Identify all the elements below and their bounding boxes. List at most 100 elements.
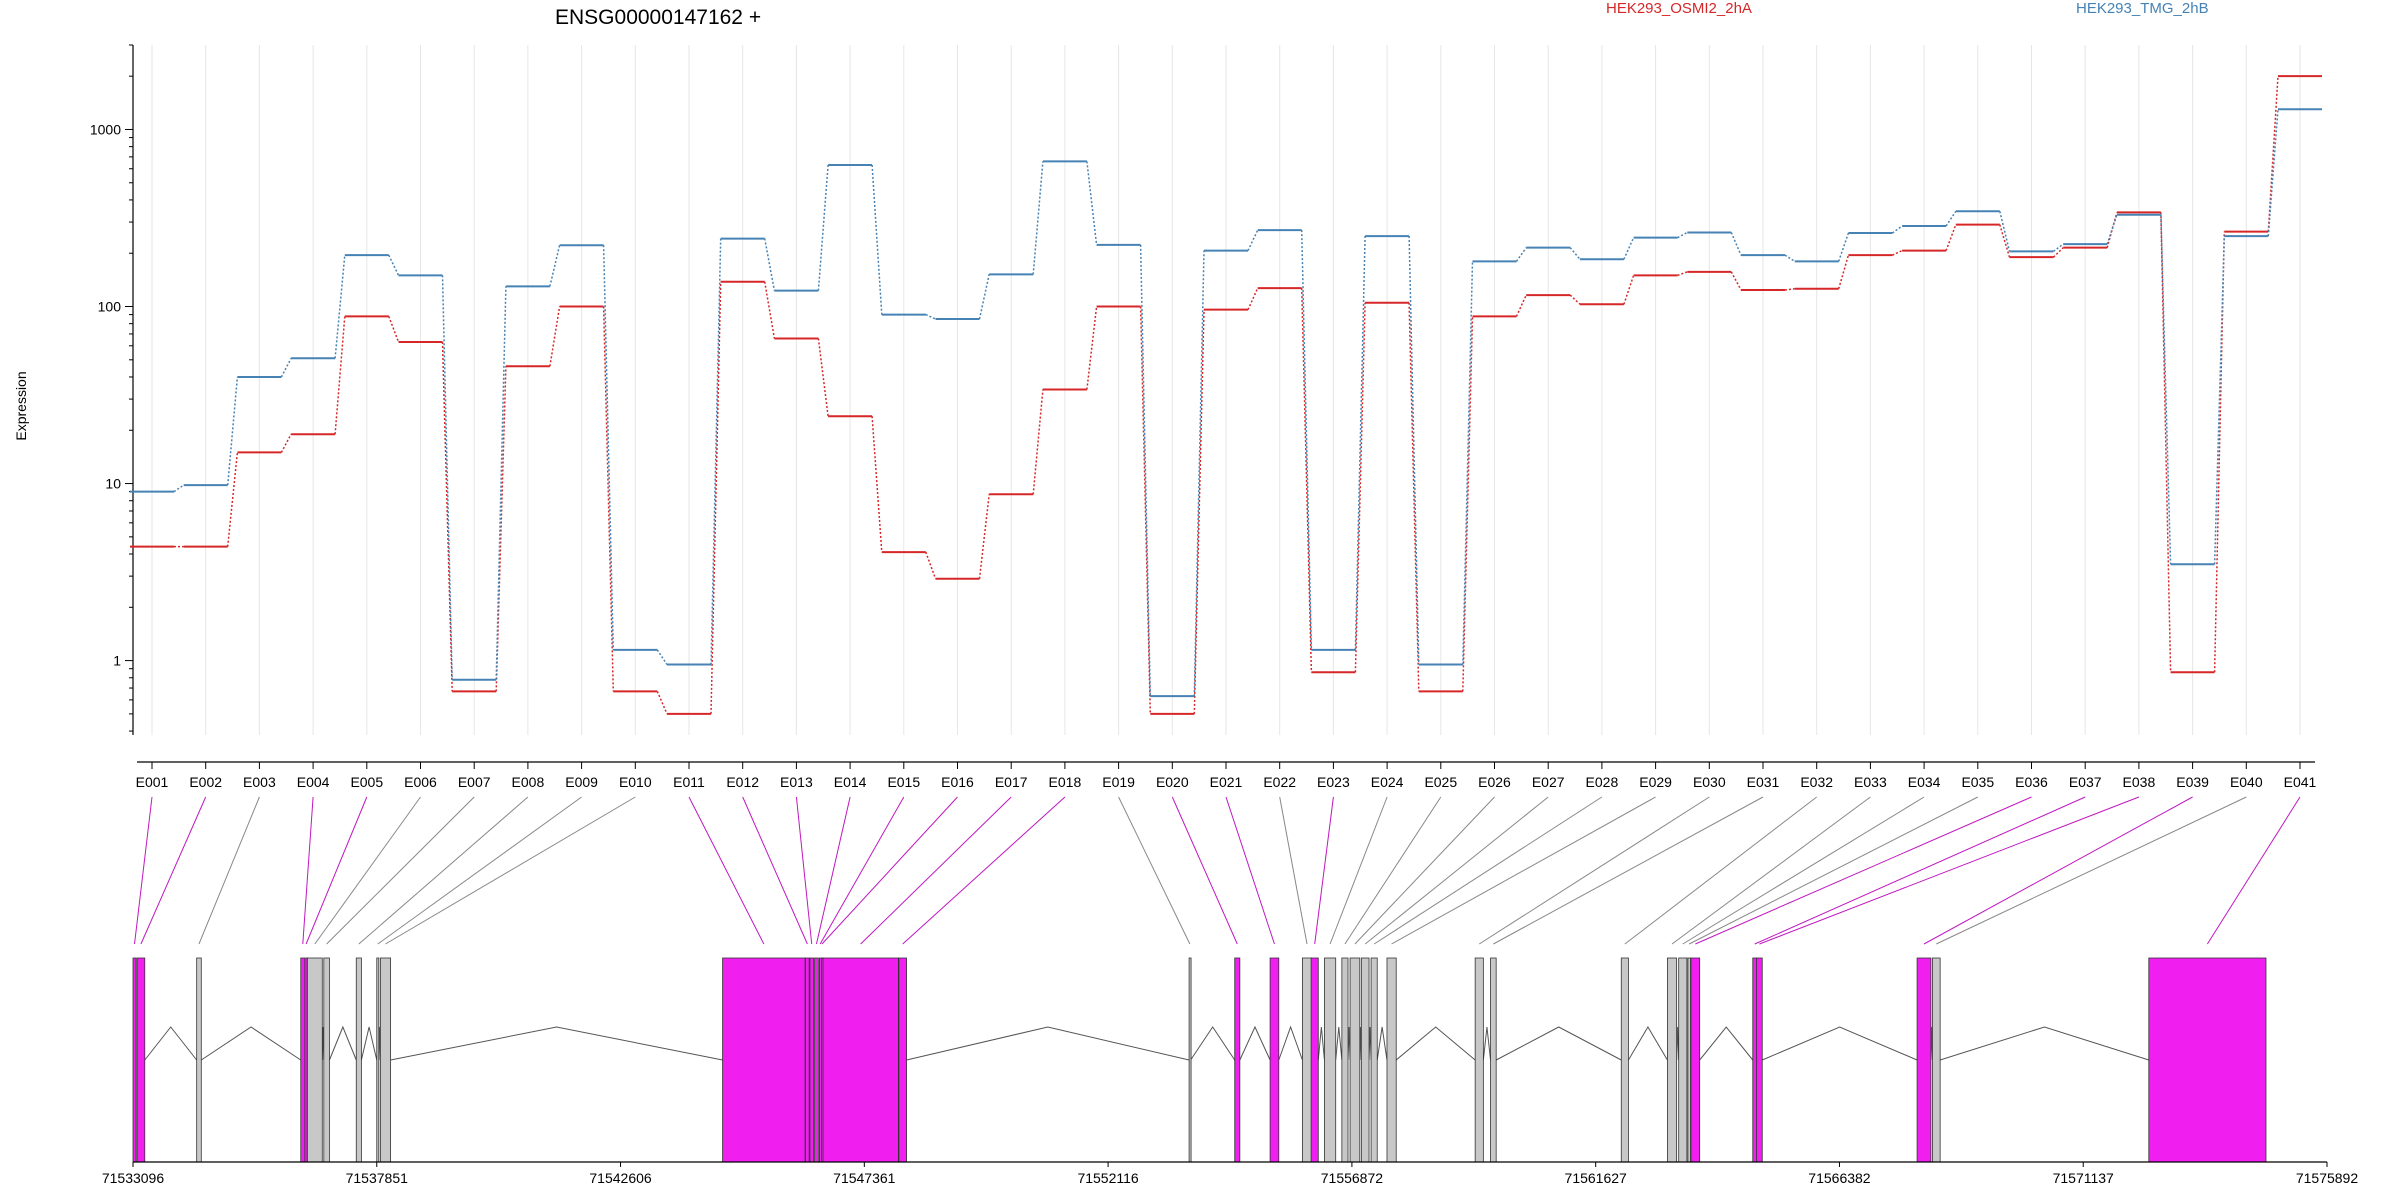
exon-label: E007	[458, 774, 491, 790]
y-tick-label: 1000	[90, 121, 121, 137]
exon-connector	[742, 796, 808, 945]
series-connector	[1086, 306, 1098, 390]
series-connector	[602, 306, 615, 692]
exon-label: E029	[1639, 774, 1672, 790]
series-connector	[1945, 224, 1957, 251]
exon-connector	[314, 796, 421, 945]
series-connector	[1032, 389, 1044, 495]
exon-connector	[305, 796, 368, 945]
exon-connector	[819, 796, 905, 945]
exon-box	[323, 957, 330, 1163]
series-connector	[173, 484, 185, 493]
series-connector	[1139, 244, 1152, 697]
series-connector	[978, 494, 990, 579]
intron-line	[328, 1025, 357, 1061]
exon-connector	[358, 796, 529, 945]
exon-label: E015	[887, 774, 920, 790]
exon-box	[355, 957, 362, 1163]
intron-line	[1239, 1025, 1271, 1061]
series-connector	[1891, 225, 1903, 234]
intron-line	[144, 1026, 198, 1061]
exon-box	[307, 957, 323, 1163]
series-connector	[1408, 236, 1420, 665]
exon-connector	[1171, 796, 1238, 945]
exon-label: E024	[1371, 774, 1404, 790]
series-connector	[549, 306, 561, 367]
series-connector	[2052, 247, 2064, 258]
genomic-tick-label: 71533096	[102, 1170, 165, 1186]
exon-label: E006	[404, 774, 437, 790]
exon-box	[376, 957, 380, 1163]
intron-line	[1278, 1025, 1303, 1061]
series-connector	[925, 551, 937, 579]
series-connector	[441, 342, 453, 692]
series-connector	[1999, 211, 2011, 252]
exon-label: E039	[2176, 774, 2209, 790]
genomic-tick-label: 71571137	[2053, 1170, 2114, 1186]
series-connector	[1837, 254, 1850, 289]
series-connector	[1730, 232, 1742, 256]
intron-line	[1190, 1026, 1236, 1061]
series-connector	[871, 416, 883, 553]
series-connector	[549, 245, 561, 287]
series-connector	[1569, 247, 1581, 260]
exon-label: E023	[1317, 774, 1350, 790]
intron-line	[1699, 1026, 1754, 1061]
series-connector	[817, 164, 829, 291]
intron-line	[906, 1026, 1190, 1061]
series-connector	[1730, 271, 1742, 291]
exon-connector	[2206, 796, 2301, 945]
genomic-tick-label: 71575892	[2296, 1170, 2359, 1186]
exon-connector	[1373, 796, 1603, 945]
series-connector	[978, 274, 990, 320]
exon-box	[1301, 957, 1313, 1163]
intron-line	[390, 1026, 723, 1061]
y-axis: 1 10 100 1000	[90, 44, 134, 735]
exon-label: E011	[673, 774, 705, 790]
exon-box	[1188, 957, 1192, 1163]
series-connector	[1408, 302, 1420, 692]
exon-box	[822, 957, 899, 1163]
exon-label: E028	[1586, 774, 1619, 790]
gene-model-track	[132, 957, 2267, 1163]
series-connector	[280, 433, 292, 453]
exon-label: E040	[2230, 774, 2263, 790]
exon-box	[1360, 957, 1370, 1163]
exon-label: E026	[1478, 774, 1511, 790]
exon-box	[379, 957, 392, 1163]
series-connector	[1354, 236, 1366, 650]
exon-connector	[1354, 796, 1495, 945]
exon-label: E031	[1747, 774, 1780, 790]
series-connector	[1569, 294, 1581, 305]
series-osmi2	[130, 75, 2322, 715]
exon-label: E030	[1693, 774, 1726, 790]
exon-connector	[1118, 796, 1191, 945]
intron-line	[201, 1026, 302, 1061]
series-connector	[226, 452, 239, 547]
exon-connector	[140, 796, 207, 945]
genomic-coordinate-axis: 71533096 71537851 71542606 71547361 71552116…	[102, 1161, 2359, 1186]
exon-connector	[1225, 796, 1275, 945]
exon-box	[132, 957, 137, 1163]
exon-connector	[302, 796, 314, 945]
series-connector	[1623, 275, 1635, 305]
exon-label: E041	[2284, 774, 2317, 790]
series-connector	[1247, 287, 1259, 310]
series-lines	[130, 75, 2322, 715]
exon-connector	[688, 796, 765, 945]
series-connector	[1837, 232, 1850, 262]
exon-box	[1269, 957, 1280, 1163]
exon-connector	[795, 796, 813, 945]
series-connector	[1999, 224, 2011, 258]
exon-connector-lines	[134, 796, 2301, 945]
series-connector	[602, 245, 615, 650]
series-connector	[2106, 214, 2118, 245]
exon-label: E004	[297, 774, 330, 790]
exon-label: E025	[1424, 774, 1457, 790]
exon-box	[1341, 957, 1349, 1163]
exon-box	[1324, 957, 1337, 1163]
exon-label: E034	[1908, 774, 1941, 790]
series-connector	[334, 255, 346, 359]
exon-label: E021	[1210, 774, 1243, 790]
series-connector	[1462, 261, 1474, 665]
